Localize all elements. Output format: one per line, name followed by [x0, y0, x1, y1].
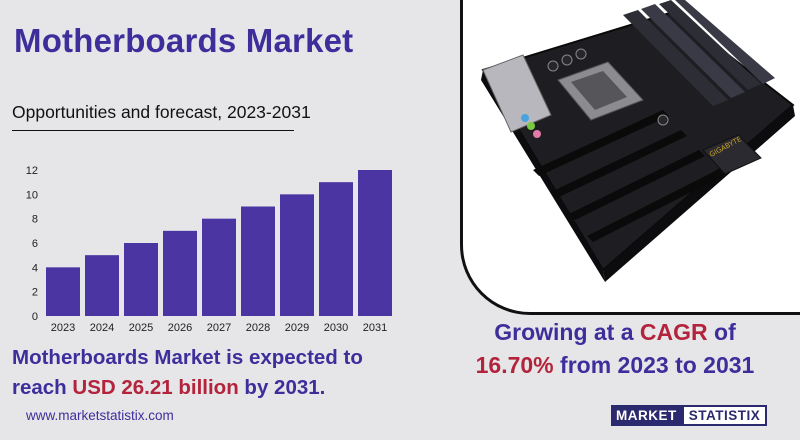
- summary-suffix: by 2031.: [238, 376, 326, 399]
- summary-prefix: reach: [12, 376, 73, 399]
- growth-line-1: Growing at a CAGR of: [440, 316, 790, 349]
- motherboard-photo-card: GIGABYTE: [460, 0, 800, 315]
- y-tick-label: 4: [32, 262, 38, 274]
- y-tick-label: 12: [26, 165, 38, 177]
- website-link[interactable]: www.marketstatistix.com: [26, 408, 174, 423]
- bar-2031: [358, 170, 392, 316]
- growth-cagr: CAGR: [639, 319, 708, 345]
- x-tick-label: 2023: [51, 322, 75, 334]
- logo-market: MARKET: [611, 405, 682, 426]
- x-tick-label: 2028: [246, 322, 270, 334]
- bar-2026: [163, 230, 197, 316]
- x-tick-label: 2024: [90, 322, 114, 334]
- summary-value: USD 26.21 billion: [72, 376, 239, 399]
- bar-2028: [241, 206, 275, 316]
- summary-line-1: Motherboards Market is expected to: [12, 346, 363, 369]
- growth-prefix: Growing at a: [494, 319, 640, 345]
- x-tick-label: 2025: [129, 322, 153, 334]
- bar-chart: 0 2 4 6 8 10 12 2023 2024 2025 2026 2027 2028 2029 203…: [26, 165, 392, 334]
- y-tick-label: 2: [32, 287, 38, 299]
- x-tick-label: 2029: [285, 322, 309, 334]
- growth-statement: Growing at a CAGR of 16.70% from 2023 to…: [440, 316, 790, 382]
- summary-line-2: reach USD 26.21 billion by 2031.: [12, 373, 363, 403]
- x-tick-label: 2030: [324, 322, 348, 334]
- growth-mid: of: [707, 319, 736, 345]
- y-tick-label: 0: [32, 311, 38, 323]
- logo-statistix: STATISTIX: [681, 405, 768, 426]
- bar-2027: [202, 218, 236, 316]
- x-tick-label: 2027: [207, 322, 231, 334]
- growth-suffix: from 2023 to 2031: [553, 352, 755, 378]
- market-summary: Motherboards Market is expected to reach…: [12, 343, 363, 403]
- bar-2025: [124, 243, 158, 316]
- bar-2030: [319, 182, 353, 316]
- x-tick-label: 2031: [363, 322, 387, 334]
- growth-line-2: 16.70% from 2023 to 2031: [440, 349, 790, 382]
- chart-subtitle: Opportunities and forecast, 2023-2031: [12, 102, 311, 122]
- y-tick-label: 6: [32, 238, 38, 250]
- bar-2024: [85, 255, 119, 316]
- motherboard-photo: GIGABYTE: [481, 0, 795, 282]
- brand-logo: MARKET STATISTIX: [611, 405, 768, 426]
- x-tick-label: 2026: [168, 322, 192, 334]
- subtitle-underline: [12, 130, 294, 131]
- page-title: Motherboards Market: [14, 22, 354, 59]
- bar-2023: [46, 267, 80, 316]
- y-tick-label: 8: [32, 214, 38, 226]
- growth-rate: 16.70%: [475, 352, 554, 378]
- bar-2029: [280, 194, 314, 316]
- y-tick-label: 10: [26, 189, 38, 201]
